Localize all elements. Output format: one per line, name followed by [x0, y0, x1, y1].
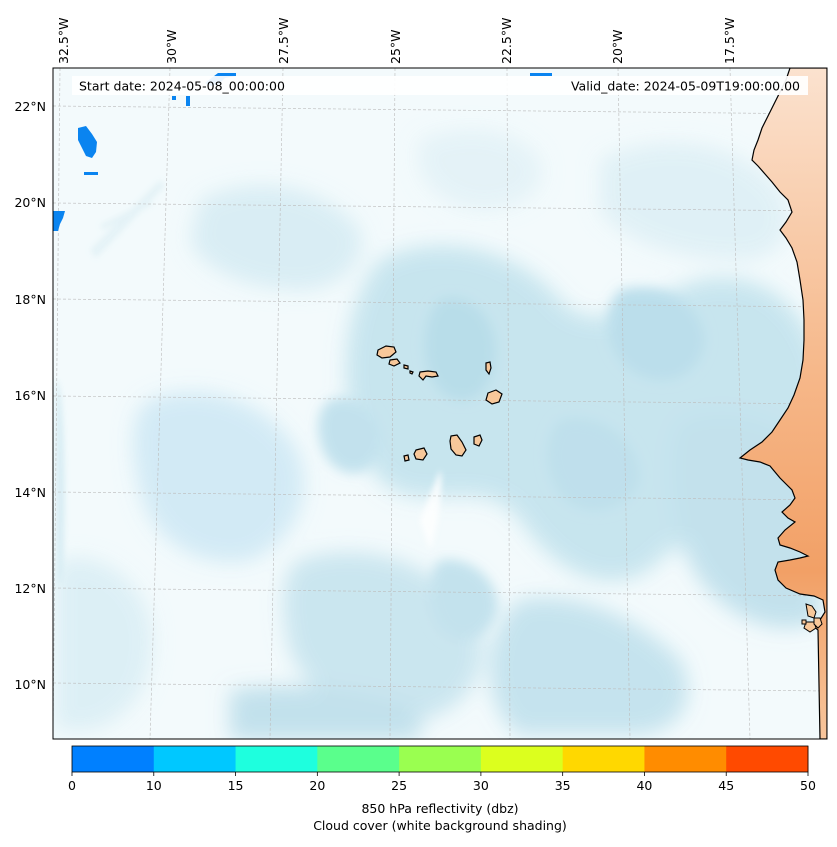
longitude-labels: 32.5°W 30°W 27.5°W 25°W 22.5°W 20°W 17.5…: [56, 18, 737, 64]
colorbar-tick-label: 35: [555, 778, 571, 793]
lon-label: 25°W: [388, 29, 403, 64]
lat-label: 20°N: [14, 195, 46, 210]
date-info-box: Start date: 2024-05-08_00:00:00 Valid_da…: [72, 76, 808, 95]
colorbar-tick-label: 10: [146, 778, 162, 793]
island-islet: [409, 370, 414, 375]
lat-line-18: [53, 298, 827, 308]
island-santa-luzia: [403, 364, 409, 370]
bijagos-island: [805, 603, 817, 619]
cape-verde-islands: [376, 345, 503, 462]
lat-line-10: [53, 682, 827, 692]
lat-label: 14°N: [14, 485, 46, 500]
colorbar-swatch: [153, 746, 237, 772]
island-maio: [473, 434, 483, 447]
lon-label: 32.5°W: [56, 18, 71, 64]
colorbar-ticks: 0 10 15 20 25 30 35 40 45 50: [68, 772, 816, 793]
lon-line-27-5: [269, 68, 284, 739]
graticule: [53, 68, 827, 739]
echo-blob: [530, 73, 552, 76]
colorbar-label-cloud-cover: Cloud cover (white background shading): [313, 818, 567, 833]
lat-label: 12°N: [14, 581, 46, 596]
lat-line-20: [53, 202, 827, 212]
date-info-background: [72, 76, 808, 95]
island-santo-antao: [376, 345, 397, 359]
valid-date-label: Valid_date: 2024-05-09T19:00:00.00: [571, 79, 800, 94]
lon-line-20: [617, 68, 631, 739]
colorbar-tick-label: 20: [309, 778, 325, 793]
colorbar-tick-label: 40: [636, 778, 652, 793]
start-date-label: Start date: 2024-05-08_00:00:00: [79, 79, 285, 94]
lat-label: 16°N: [14, 388, 46, 403]
colorbar-tick-label: 15: [228, 778, 244, 793]
lat-line-14: [53, 491, 827, 501]
colorbar-tick-label: 30: [473, 778, 489, 793]
africa-landmass: [738, 68, 827, 739]
bijagos-island: [801, 619, 807, 625]
colorbar-swatch: [235, 746, 318, 772]
island-santiago: [449, 434, 467, 457]
colorbar-swatch: [562, 746, 645, 772]
bijagos-island: [803, 621, 817, 633]
map-panel: Start date: 2024-05-08_00:00:00 Valid_da…: [53, 68, 827, 739]
colorbar-swatch: [72, 746, 155, 772]
colorbar-tick-label: 0: [68, 778, 76, 793]
map-frame: [52, 67, 828, 740]
island-fogo: [413, 447, 428, 461]
lon-line-17-5: [729, 68, 751, 739]
lon-label: 20°W: [610, 29, 625, 64]
latitude-labels: 22°N 20°N 18°N 16°N 14°N 12°N 10°N: [14, 99, 46, 692]
cloud-cover-shading: [53, 68, 827, 739]
bijagos-island: [813, 617, 823, 629]
colorbar-swatch: [726, 746, 809, 772]
lat-label: 10°N: [14, 677, 46, 692]
island-sal: [485, 361, 492, 376]
echo-blob: [186, 96, 190, 106]
africa-coastline: [738, 68, 827, 739]
island-brava: [403, 454, 410, 462]
lon-line-22-5: [506, 68, 511, 739]
lon-label: 17.5°W: [722, 18, 737, 64]
colorbar-swatch: [644, 746, 727, 772]
lat-line-22: [53, 105, 827, 115]
colorbar-swatches: [72, 746, 809, 772]
colorbar: 0 10 15 20 25 30 35 40 45 50 850 hPa reflectivity…: [68, 745, 816, 833]
echo-blob: [172, 96, 176, 100]
island-boa-vista: [485, 389, 503, 405]
lon-label: 27.5°W: [276, 18, 291, 64]
colorbar-swatch: [480, 746, 564, 772]
colorbar-frame: [71, 745, 809, 773]
lat-label: 18°N: [14, 292, 46, 307]
lon-label: 22.5°W: [499, 18, 514, 64]
colorbar-tick-label: 50: [800, 778, 816, 793]
echo-blob: [53, 211, 65, 231]
island-sao-vicente: [388, 358, 401, 367]
colorbar-label-reflectivity: 850 hPa reflectivity (dbz): [361, 801, 518, 816]
colorbar-tick-label: 45: [718, 778, 734, 793]
colorbar-swatch: [317, 746, 400, 772]
echo-blob: [84, 172, 98, 175]
colorbar-tick-label: 25: [391, 778, 407, 793]
island-sao-nicolau: [418, 370, 439, 381]
colorbar-swatch: [399, 746, 482, 772]
lon-line-32-5: [53, 68, 61, 739]
echo-blob: [78, 126, 97, 158]
lat-line-12: [53, 587, 827, 597]
lat-line-16: [53, 395, 827, 405]
lon-line-30: [149, 68, 171, 739]
lon-label: 30°W: [164, 29, 179, 64]
lat-label: 22°N: [14, 99, 46, 114]
lon-line-25: [389, 68, 396, 739]
